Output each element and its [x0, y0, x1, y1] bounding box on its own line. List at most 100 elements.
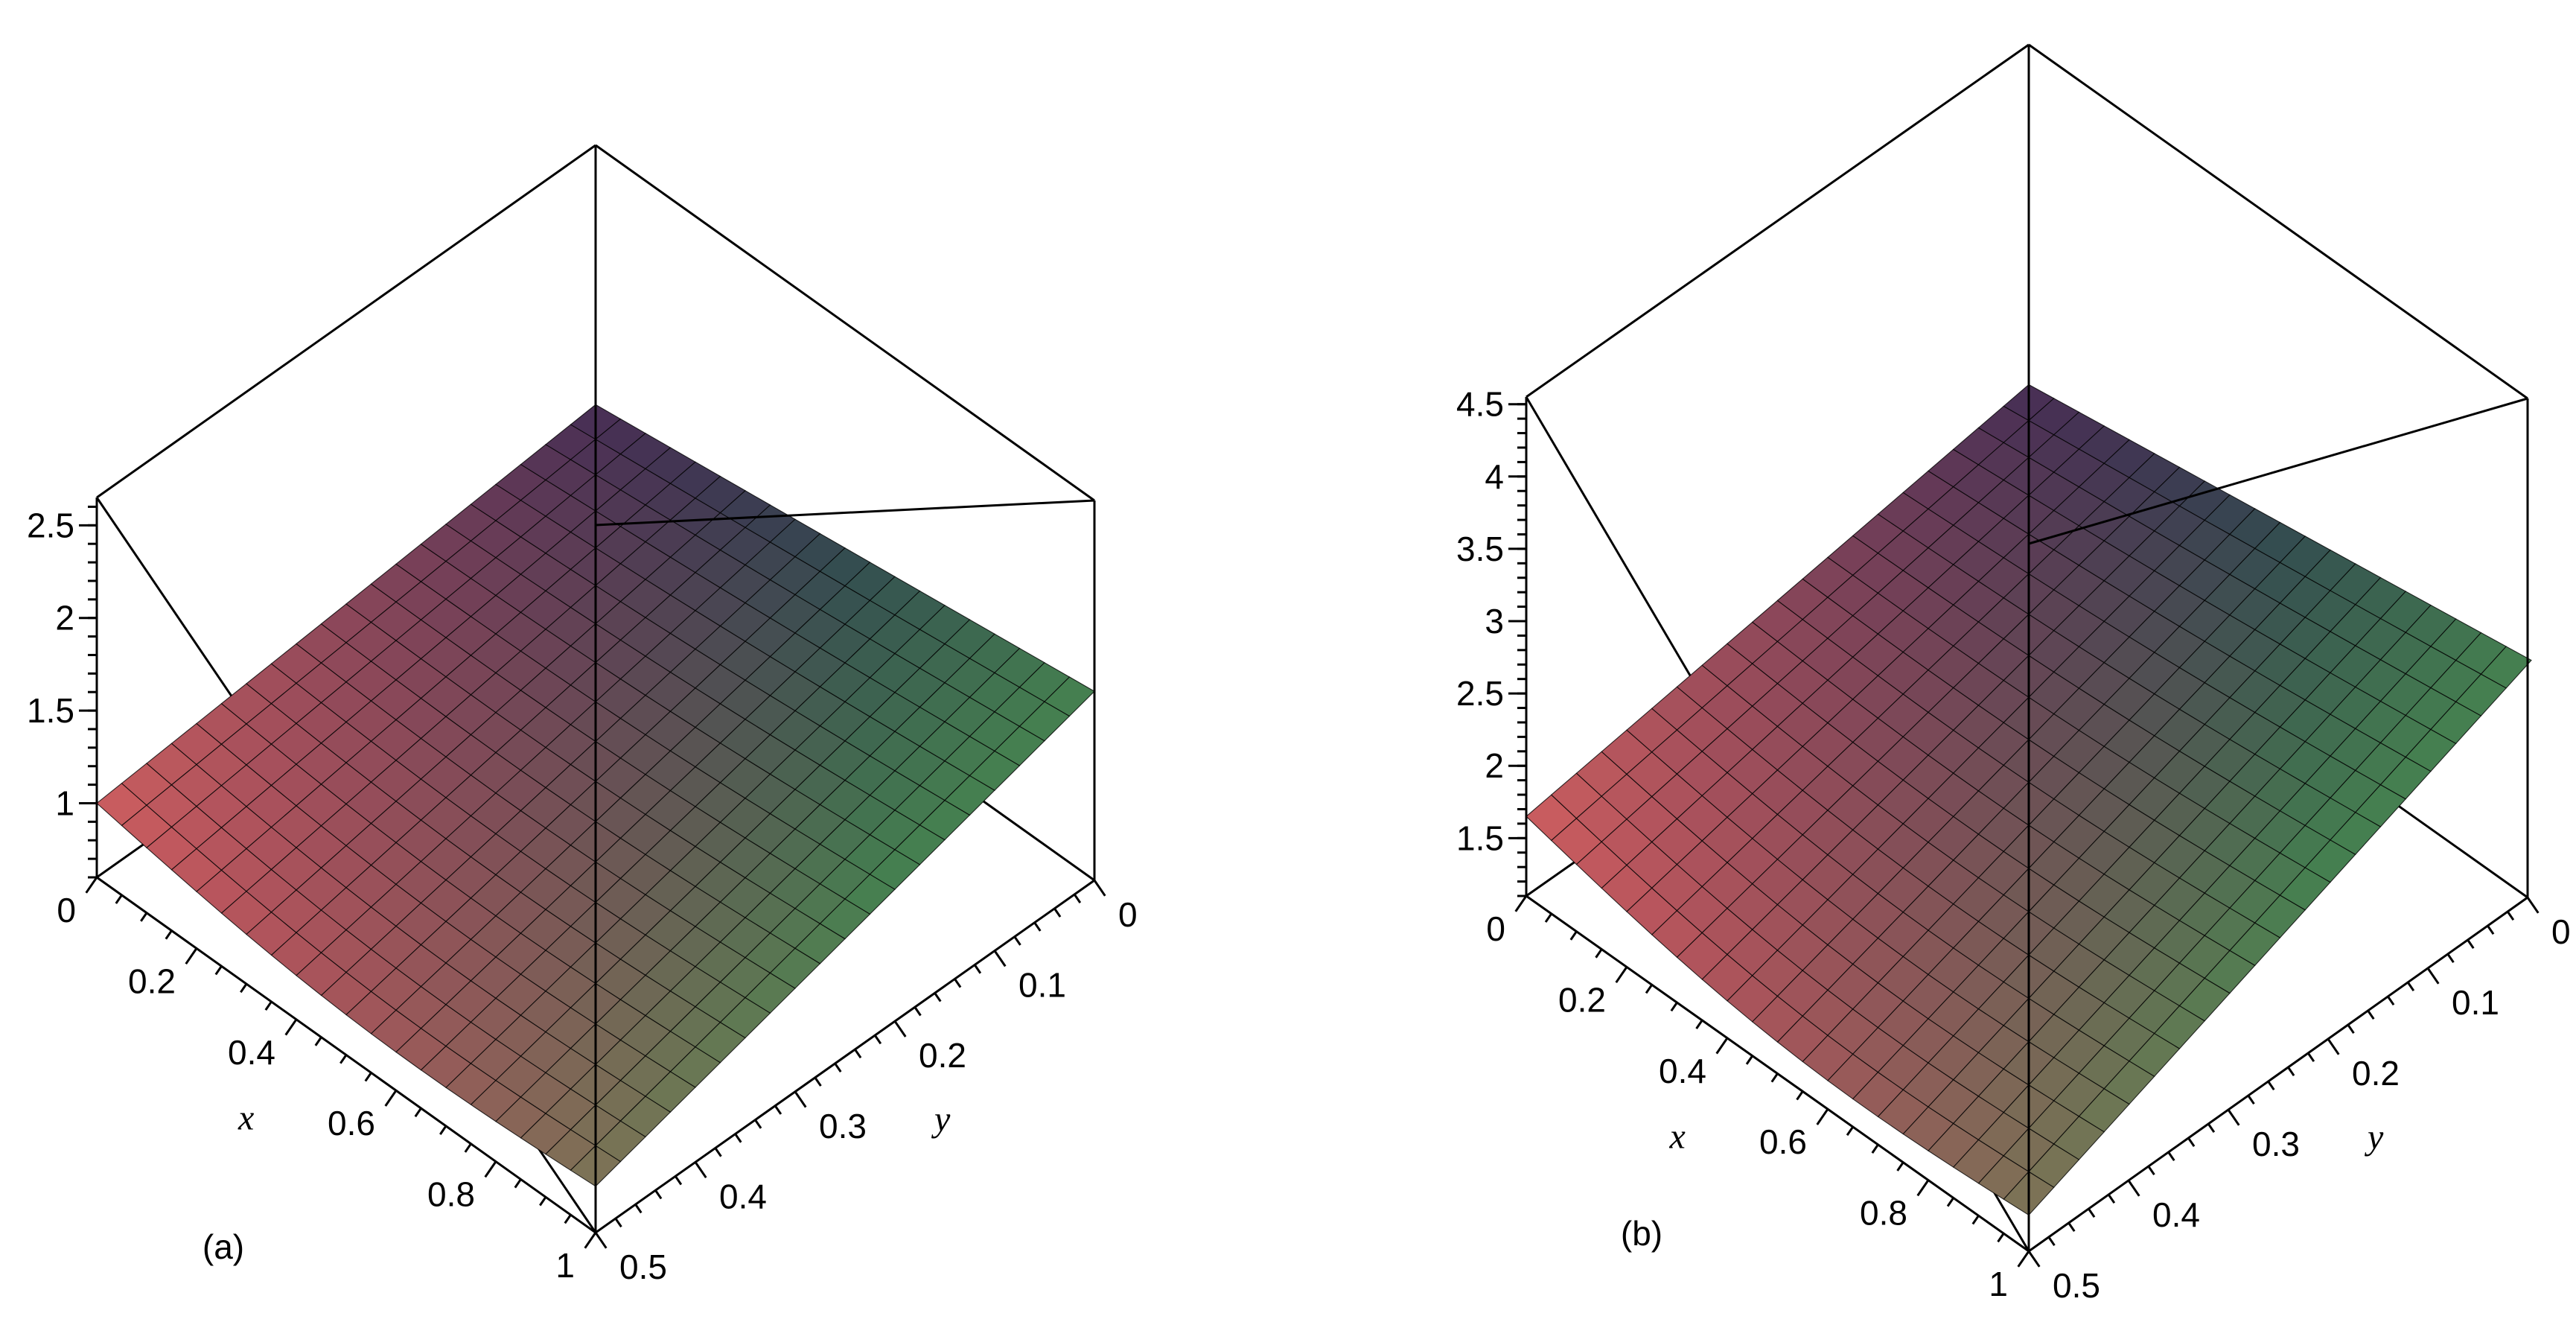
x-minor-tick: [240, 983, 248, 994]
x-tick-label: 0.6: [328, 1104, 375, 1142]
box-back-edge: [2028, 43, 2528, 400]
box-edge: [595, 499, 1095, 527]
y-minor-tick: [1053, 907, 1062, 918]
y-minor-tick: [2167, 1151, 2175, 1162]
box-back-edge: [595, 144, 1095, 502]
panel-b: 1.5 2 2.5 3 3.5 4 4.5 0 0.2 0.4 0.6 0.8 1 x 0 0.1 0.2 0.3…: [1456, 43, 2571, 1305]
y-tick-label: 0.2: [919, 1036, 966, 1075]
y-tick-label: 0: [2551, 912, 2571, 951]
x-minor-tick: [364, 1072, 372, 1082]
z-axis: 1 1.5 2 2.5: [27, 505, 97, 879]
x-minor-tick: [1796, 1090, 1804, 1101]
y-minor-tick: [2327, 1038, 2340, 1055]
y-minor-tick: [2387, 996, 2395, 1006]
x-minor-tick: [1770, 1072, 1779, 1083]
y-minor-tick: [794, 1090, 807, 1108]
y-minor-tick: [2027, 1250, 2041, 1268]
z-tick-label: 2.5: [1456, 674, 1504, 713]
x-minor-tick: [1569, 930, 1578, 941]
panel-label: (b): [1621, 1214, 1662, 1253]
y-minor-tick: [854, 1049, 862, 1059]
x-minor-tick: [314, 1036, 322, 1046]
y-axis-label: y: [931, 1100, 951, 1140]
y-minor-tick: [2227, 1109, 2240, 1126]
surface: [1525, 384, 2532, 1216]
x-tick-label: 0.2: [1558, 980, 1606, 1019]
x-axis: 0 0.2 0.4 0.6 0.8 1 x: [1486, 895, 2030, 1303]
y-minor-tick: [1093, 880, 1106, 897]
y-minor-tick: [1033, 921, 1042, 932]
x-minor-tick: [539, 1196, 547, 1207]
y-minor-tick: [2187, 1137, 2196, 1148]
x-minor-tick: [185, 947, 198, 965]
z-tick-label: 4.5: [1456, 385, 1504, 424]
x-minor-tick: [339, 1054, 348, 1064]
x-minor-tick: [414, 1107, 422, 1118]
x-minor-tick: [464, 1142, 472, 1153]
x-minor-tick: [1615, 966, 1628, 984]
x-minor-tick: [514, 1178, 522, 1189]
x-minor-tick: [214, 965, 223, 976]
surface-patch: [2480, 646, 2532, 689]
z-tick-label: 2: [1485, 746, 1504, 785]
x-minor-tick: [1946, 1197, 1954, 1207]
y-tick-label: 0.3: [2252, 1125, 2300, 1163]
y-minor-tick: [734, 1133, 742, 1143]
x-tick-label: 0: [57, 891, 76, 929]
y-minor-tick: [834, 1063, 842, 1073]
x-axis-label: x: [1669, 1117, 1686, 1157]
x-minor-tick: [85, 877, 98, 894]
x-minor-tick: [1715, 1037, 1729, 1055]
y-minor-tick: [1013, 935, 1021, 946]
z-tick-label: 2.5: [27, 506, 74, 544]
y-minor-tick: [954, 978, 962, 988]
x-minor-tick: [484, 1160, 497, 1178]
x-minor-tick: [384, 1090, 398, 1107]
y-minor-tick: [2526, 897, 2540, 914]
z-tick-label: 3: [1485, 602, 1504, 641]
y-axis-label: y: [2364, 1118, 2384, 1157]
y-tick-label: 0.4: [2152, 1195, 2200, 1234]
x-minor-tick: [115, 894, 123, 904]
y-minor-tick: [2088, 1208, 2096, 1218]
panel-label: (a): [203, 1227, 244, 1266]
z-axis: 1.5 2 2.5 3 3.5 4 4.5: [1456, 385, 1526, 897]
y-minor-tick: [2426, 967, 2440, 985]
x-tick-label: 0.4: [1659, 1052, 1706, 1090]
y-minor-tick: [654, 1189, 663, 1200]
y-minor-tick: [614, 1218, 622, 1228]
y-minor-tick: [674, 1175, 683, 1186]
y-minor-tick: [2446, 953, 2455, 964]
z-tick-label: 1.5: [27, 691, 74, 730]
y-minor-tick: [934, 992, 942, 1002]
y-minor-tick: [2068, 1222, 2076, 1233]
x-minor-tick: [1997, 1233, 2005, 1243]
y-minor-tick: [1073, 894, 1082, 903]
y-minor-tick: [2147, 1166, 2155, 1176]
y-minor-tick: [774, 1105, 782, 1115]
y-tick-label: 0.2: [2352, 1054, 2400, 1093]
box-edge: [2028, 397, 2528, 545]
x-minor-tick: [2017, 1250, 2030, 1268]
x-minor-tick: [584, 1232, 597, 1249]
x-minor-tick: [284, 1018, 298, 1036]
y-axis: 0 0.1 0.2 0.3 0.4 0.5 y: [2027, 897, 2571, 1305]
x-minor-tick: [1745, 1055, 1753, 1065]
y-minor-tick: [694, 1161, 707, 1179]
x-minor-tick: [1916, 1179, 1930, 1197]
x-minor-tick: [1871, 1144, 1879, 1154]
y-minor-tick: [594, 1232, 608, 1249]
y-minor-tick: [2367, 1010, 2375, 1020]
y-tick-label: 0.3: [819, 1107, 867, 1145]
y-minor-tick: [2247, 1095, 2255, 1105]
x-tick-label: 0: [1486, 909, 1505, 948]
x-minor-tick: [264, 1001, 272, 1011]
y-minor-tick: [2047, 1236, 2056, 1247]
y-tick-label: 0.5: [619, 1248, 667, 1286]
panel-a: 1 1.5 2 2.5 0 0.2 0.4 0.6 0.8 1 x 0 0.1 0.2 0.3 0.4 0.5 y…: [27, 144, 1138, 1286]
x-minor-tick: [165, 929, 173, 940]
x-minor-tick: [1670, 1002, 1678, 1012]
box-front-edges: [1525, 45, 2529, 1253]
y-minor-tick: [2127, 1180, 2140, 1197]
